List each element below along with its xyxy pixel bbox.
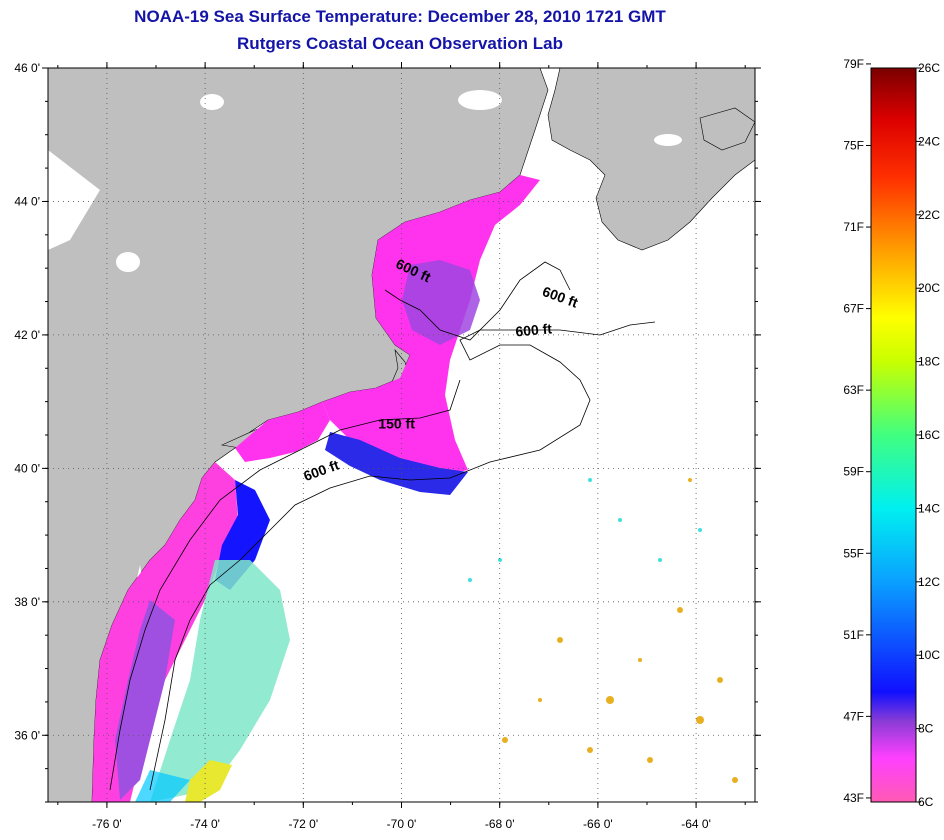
- colorbar-c-label: 26C: [918, 61, 940, 75]
- colorbar-c-label: 16C: [918, 428, 940, 442]
- lat-tick-label: 38 0': [14, 595, 40, 609]
- lat-tick-label: 42 0': [14, 328, 40, 342]
- lon-tick-label: -64 0': [681, 817, 711, 831]
- lon-tick-label: -66 0': [583, 817, 613, 831]
- colorbar-c-label: 14C: [918, 501, 940, 515]
- cape-breton: [699, 107, 755, 151]
- lake-ontario-area: [48, 150, 100, 250]
- lake-1: [200, 94, 224, 110]
- lat-tick-label: 46 0': [14, 61, 40, 75]
- contour-600ft-shelf: [149, 321, 656, 791]
- colorbar-gradient: [870, 67, 917, 803]
- sst-gulf-stream-yellow: [185, 760, 232, 802]
- colorbar-f-label: 55F: [843, 546, 864, 560]
- lon-tick-label: -72 0': [288, 817, 318, 831]
- colorbar-f-label: 59F: [843, 465, 864, 479]
- sst-gulf-purple: [402, 260, 480, 345]
- lat-tick-label: 40 0': [14, 461, 40, 475]
- contour-150ft: [109, 379, 461, 791]
- sst-mid-atlantic-green: [150, 560, 290, 802]
- colorbar-f-label: 71F: [843, 220, 864, 234]
- lat-tick-label: 44 0': [14, 194, 40, 208]
- colorbar-c-label: 20C: [918, 281, 940, 295]
- colorbar-f-label: 47F: [843, 709, 864, 723]
- lake-2: [458, 90, 502, 110]
- contour-label: 150 ft: [378, 415, 415, 431]
- lake-4: [116, 252, 140, 272]
- lon-tick-label: -74 0': [190, 817, 220, 831]
- colorbar-c-label: 8C: [918, 722, 934, 736]
- map-subtitle: Rutgers Coastal Ocean Observation Lab: [237, 34, 563, 53]
- map-axes: 46 0' 44 0' 42 0' 40 0' 38 0' 36 0' -76 0' -74 …: [14, 61, 761, 831]
- colorbar-f-label: 79F: [843, 57, 864, 71]
- colorbar-celsius-labels: 26C 24C 22C 20C 18C 16C 14C 12C 10C 8C 6C: [916, 61, 940, 809]
- lon-tick-label: -70 0': [387, 817, 417, 831]
- lake-3: [654, 134, 682, 146]
- colorbar-f-label: 43F: [843, 791, 864, 805]
- colorbar-c-label: 22C: [918, 208, 940, 222]
- sst-offshore-speckles: [502, 478, 738, 783]
- contour-label: 600 ft: [515, 320, 553, 339]
- colorbar-fahrenheit-labels: 79F 75F 71F 67F 63F 59F 55F 51F 47F 43F: [843, 57, 871, 805]
- colorbar-c-label: 18C: [918, 355, 940, 369]
- colorbar-c-label: 6C: [918, 795, 934, 809]
- sst-south-new-england: [235, 402, 330, 462]
- colorbar-c-label: 10C: [918, 648, 940, 662]
- colorbar-f-label: 75F: [843, 138, 864, 152]
- colorbar-f-label: 63F: [843, 383, 864, 397]
- lat-tick-label: 36 0': [14, 728, 40, 742]
- sst-offshore-cool-speckles: [468, 478, 702, 582]
- colorbar-f-label: 67F: [843, 302, 864, 316]
- lon-tick-label: -68 0': [485, 817, 515, 831]
- colorbar-c-label: 24C: [918, 134, 940, 148]
- maritime-canada: [547, 68, 755, 251]
- colorbar-c-label: 12C: [918, 575, 940, 589]
- colorbar: 79F 75F 71F 67F 63F 59F 55F 51F 47F 43F 26C 24C 22C…: [843, 57, 940, 809]
- contour-600ft-gulf: [384, 261, 571, 341]
- sst-blue-offshore: [135, 770, 190, 802]
- sst-mid-atlantic-purple: [115, 600, 175, 800]
- colorbar-f-label: 51F: [843, 628, 864, 642]
- lon-tick-label: -76 0': [92, 817, 122, 831]
- map-title: NOAA-19 Sea Surface Temperature: Decembe…: [134, 7, 666, 26]
